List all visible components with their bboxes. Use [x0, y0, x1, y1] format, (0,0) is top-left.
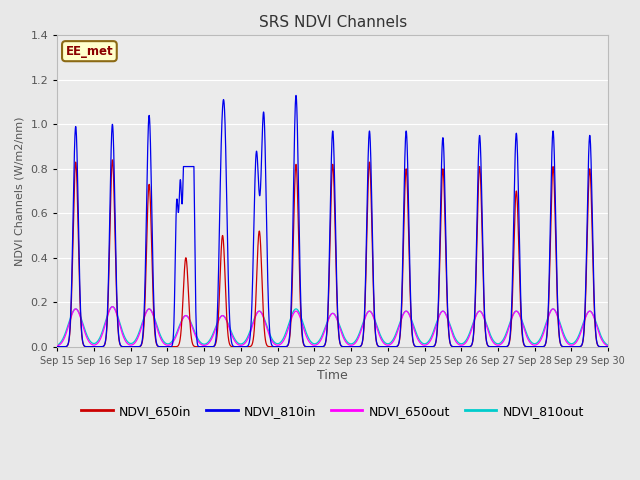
Title: SRS NDVI Channels: SRS NDVI Channels: [259, 15, 407, 30]
Y-axis label: NDVI Channels (W/m2/nm): NDVI Channels (W/m2/nm): [15, 116, 25, 266]
Text: EE_met: EE_met: [65, 45, 113, 58]
Legend: NDVI_650in, NDVI_810in, NDVI_650out, NDVI_810out: NDVI_650in, NDVI_810in, NDVI_650out, NDV…: [76, 400, 589, 423]
X-axis label: Time: Time: [317, 369, 348, 382]
